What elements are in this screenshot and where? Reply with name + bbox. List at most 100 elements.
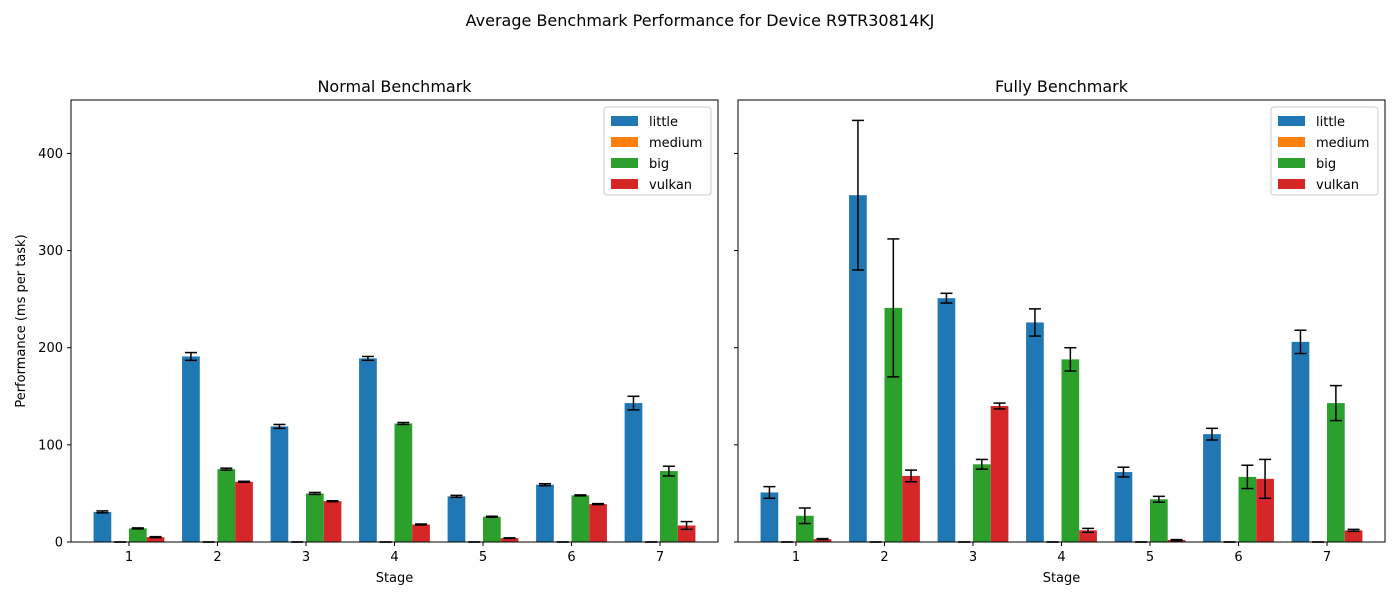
- errorbar-vulkan-stage-2: [238, 480, 251, 484]
- bar-vulkan-stage-2: [902, 475, 920, 542]
- bar-big-stage-4: [1061, 359, 1080, 542]
- legend-swatch-medium: [611, 137, 638, 147]
- legend-label-vulkan: vulkan: [1316, 178, 1359, 193]
- bar-little-stage-6: [536, 484, 554, 542]
- errorbar-vulkan-stage-3: [993, 402, 1006, 410]
- legend-label-medium: medium: [1316, 136, 1369, 151]
- errorbar-big-stage-3: [975, 458, 988, 470]
- y-axis-label: Performance (ms per task): [14, 234, 29, 407]
- bar-little-stage-4: [359, 358, 377, 542]
- errorbar-vulkan-stage-6: [592, 502, 605, 506]
- errorbar-little-stage-6: [1205, 427, 1218, 441]
- x-tick-label: 7: [1323, 550, 1331, 565]
- errorbar-little-stage-7: [1294, 329, 1307, 355]
- errorbar-big-stage-1: [798, 507, 811, 525]
- panel-title: Normal Benchmark: [317, 77, 472, 96]
- bar-little-stage-3: [270, 426, 289, 542]
- bar-big-stage-6: [1238, 476, 1257, 542]
- bar-big-stage-6: [571, 495, 590, 542]
- errorbar-little-stage-3: [273, 423, 286, 430]
- x-tick-label: 1: [792, 550, 800, 565]
- errorbar-big-stage-7: [1329, 384, 1342, 422]
- errorbar-little-stage-2: [851, 119, 864, 271]
- y-tick-label: 0: [55, 536, 63, 551]
- errorbar-little-stage-3: [940, 292, 953, 304]
- bar-big-stage-5: [483, 516, 501, 542]
- errorbar-vulkan-stage-7: [680, 520, 693, 531]
- y-tick-label: 300: [38, 244, 63, 259]
- legend-box: [1270, 106, 1379, 196]
- panel-title: Fully Benchmark: [995, 77, 1129, 96]
- errorbar-vulkan-stage-5: [1170, 538, 1183, 542]
- errorbar-little-stage-5: [450, 494, 463, 499]
- bar-little-stage-6: [1203, 434, 1221, 542]
- errorbar-big-stage-4: [397, 421, 410, 426]
- x-axis-label: Stage: [376, 571, 414, 586]
- x-tick-label: 4: [390, 550, 398, 565]
- bar-vulkan-stage-6: [1256, 478, 1274, 542]
- bar-vulkan-stage-3: [990, 406, 1009, 542]
- bar-vulkan-stage-4: [1079, 530, 1097, 542]
- x-tick-label: 5: [1146, 550, 1154, 565]
- legend-swatch-vulkan: [611, 179, 638, 189]
- errorbar-big-stage-2: [220, 467, 233, 471]
- y-tick-label: 200: [38, 341, 63, 356]
- legend-swatch-big: [1278, 158, 1305, 168]
- errorbar-vulkan-stage-4: [415, 523, 428, 526]
- bar-vulkan-stage-5: [500, 538, 519, 542]
- errorbar-vulkan-stage-7: [1347, 528, 1360, 533]
- x-axis-label: Stage: [1043, 571, 1081, 586]
- errorbar-big-stage-1: [131, 527, 144, 530]
- legend-swatch-medium: [1278, 137, 1305, 147]
- bar-little-stage-7: [624, 403, 643, 542]
- legend-swatch-big: [611, 158, 638, 168]
- legend-box: [603, 106, 712, 196]
- legend-label-medium: medium: [649, 136, 702, 151]
- errorbar-big-stage-2: [887, 238, 900, 378]
- y-tick-label: 100: [38, 438, 63, 453]
- bar-little-stage-4: [1026, 322, 1044, 542]
- bar-big-stage-3: [972, 464, 991, 542]
- figure-title: Average Benchmark Performance for Device…: [466, 11, 935, 30]
- errorbar-little-stage-2: [184, 351, 197, 362]
- errorbar-big-stage-6: [1241, 464, 1254, 490]
- errorbar-big-stage-3: [308, 491, 321, 496]
- errorbar-little-stage-7: [627, 395, 640, 411]
- y-tick-label: 400: [38, 147, 63, 162]
- legend-label-big: big: [649, 157, 669, 172]
- bar-big-stage-7: [660, 471, 678, 542]
- x-tick-label: 5: [479, 550, 487, 565]
- bar-vulkan-stage-7: [1344, 530, 1363, 542]
- bar-vulkan-stage-2: [235, 481, 253, 542]
- bar-little-stage-5: [1114, 472, 1133, 542]
- bar-big-stage-1: [795, 515, 814, 542]
- errorbar-little-stage-4: [361, 355, 374, 362]
- bar-little-stage-2: [849, 195, 867, 542]
- errorbar-big-stage-4: [1064, 346, 1077, 372]
- x-tick-label: 3: [302, 550, 310, 565]
- bar-little-stage-5: [447, 496, 466, 542]
- errorbar-vulkan-stage-6: [1259, 458, 1272, 500]
- errorbar-big-stage-5: [1152, 495, 1165, 503]
- errorbar-big-stage-6: [574, 494, 587, 497]
- panel-normal-benchmark: Normal Benchmark 1 2 3 4 5 6 7 Stage 0 100 200 300 40…: [14, 77, 719, 586]
- legend: little medium big vulkan: [1270, 106, 1379, 196]
- errorbar-vulkan-stage-5: [503, 537, 516, 540]
- errorbar-little-stage-1: [763, 485, 776, 500]
- errorbar-vulkan-stage-4: [1082, 527, 1095, 534]
- bar-big-stage-7: [1327, 403, 1345, 542]
- bar-little-stage-1: [760, 492, 779, 542]
- errorbar-little-stage-4: [1028, 308, 1041, 337]
- bar-little-stage-2: [182, 356, 200, 542]
- bar-vulkan-stage-4: [412, 524, 430, 542]
- panel-fully-benchmark: Fully Benchmark 1 2 3 4 5 6 7 Stage little medium b…: [734, 77, 1386, 586]
- legend-label-little: little: [649, 115, 678, 130]
- errorbar-vulkan-stage-2: [905, 469, 918, 483]
- errorbar-little-stage-5: [1117, 466, 1130, 478]
- bar-vulkan-stage-1: [813, 539, 832, 542]
- bar-little-stage-1: [93, 511, 112, 542]
- legend-label-big: big: [1316, 157, 1336, 172]
- x-tick-label: 1: [125, 550, 133, 565]
- legend-swatch-little: [1278, 116, 1305, 126]
- errorbar-little-stage-1: [96, 510, 109, 514]
